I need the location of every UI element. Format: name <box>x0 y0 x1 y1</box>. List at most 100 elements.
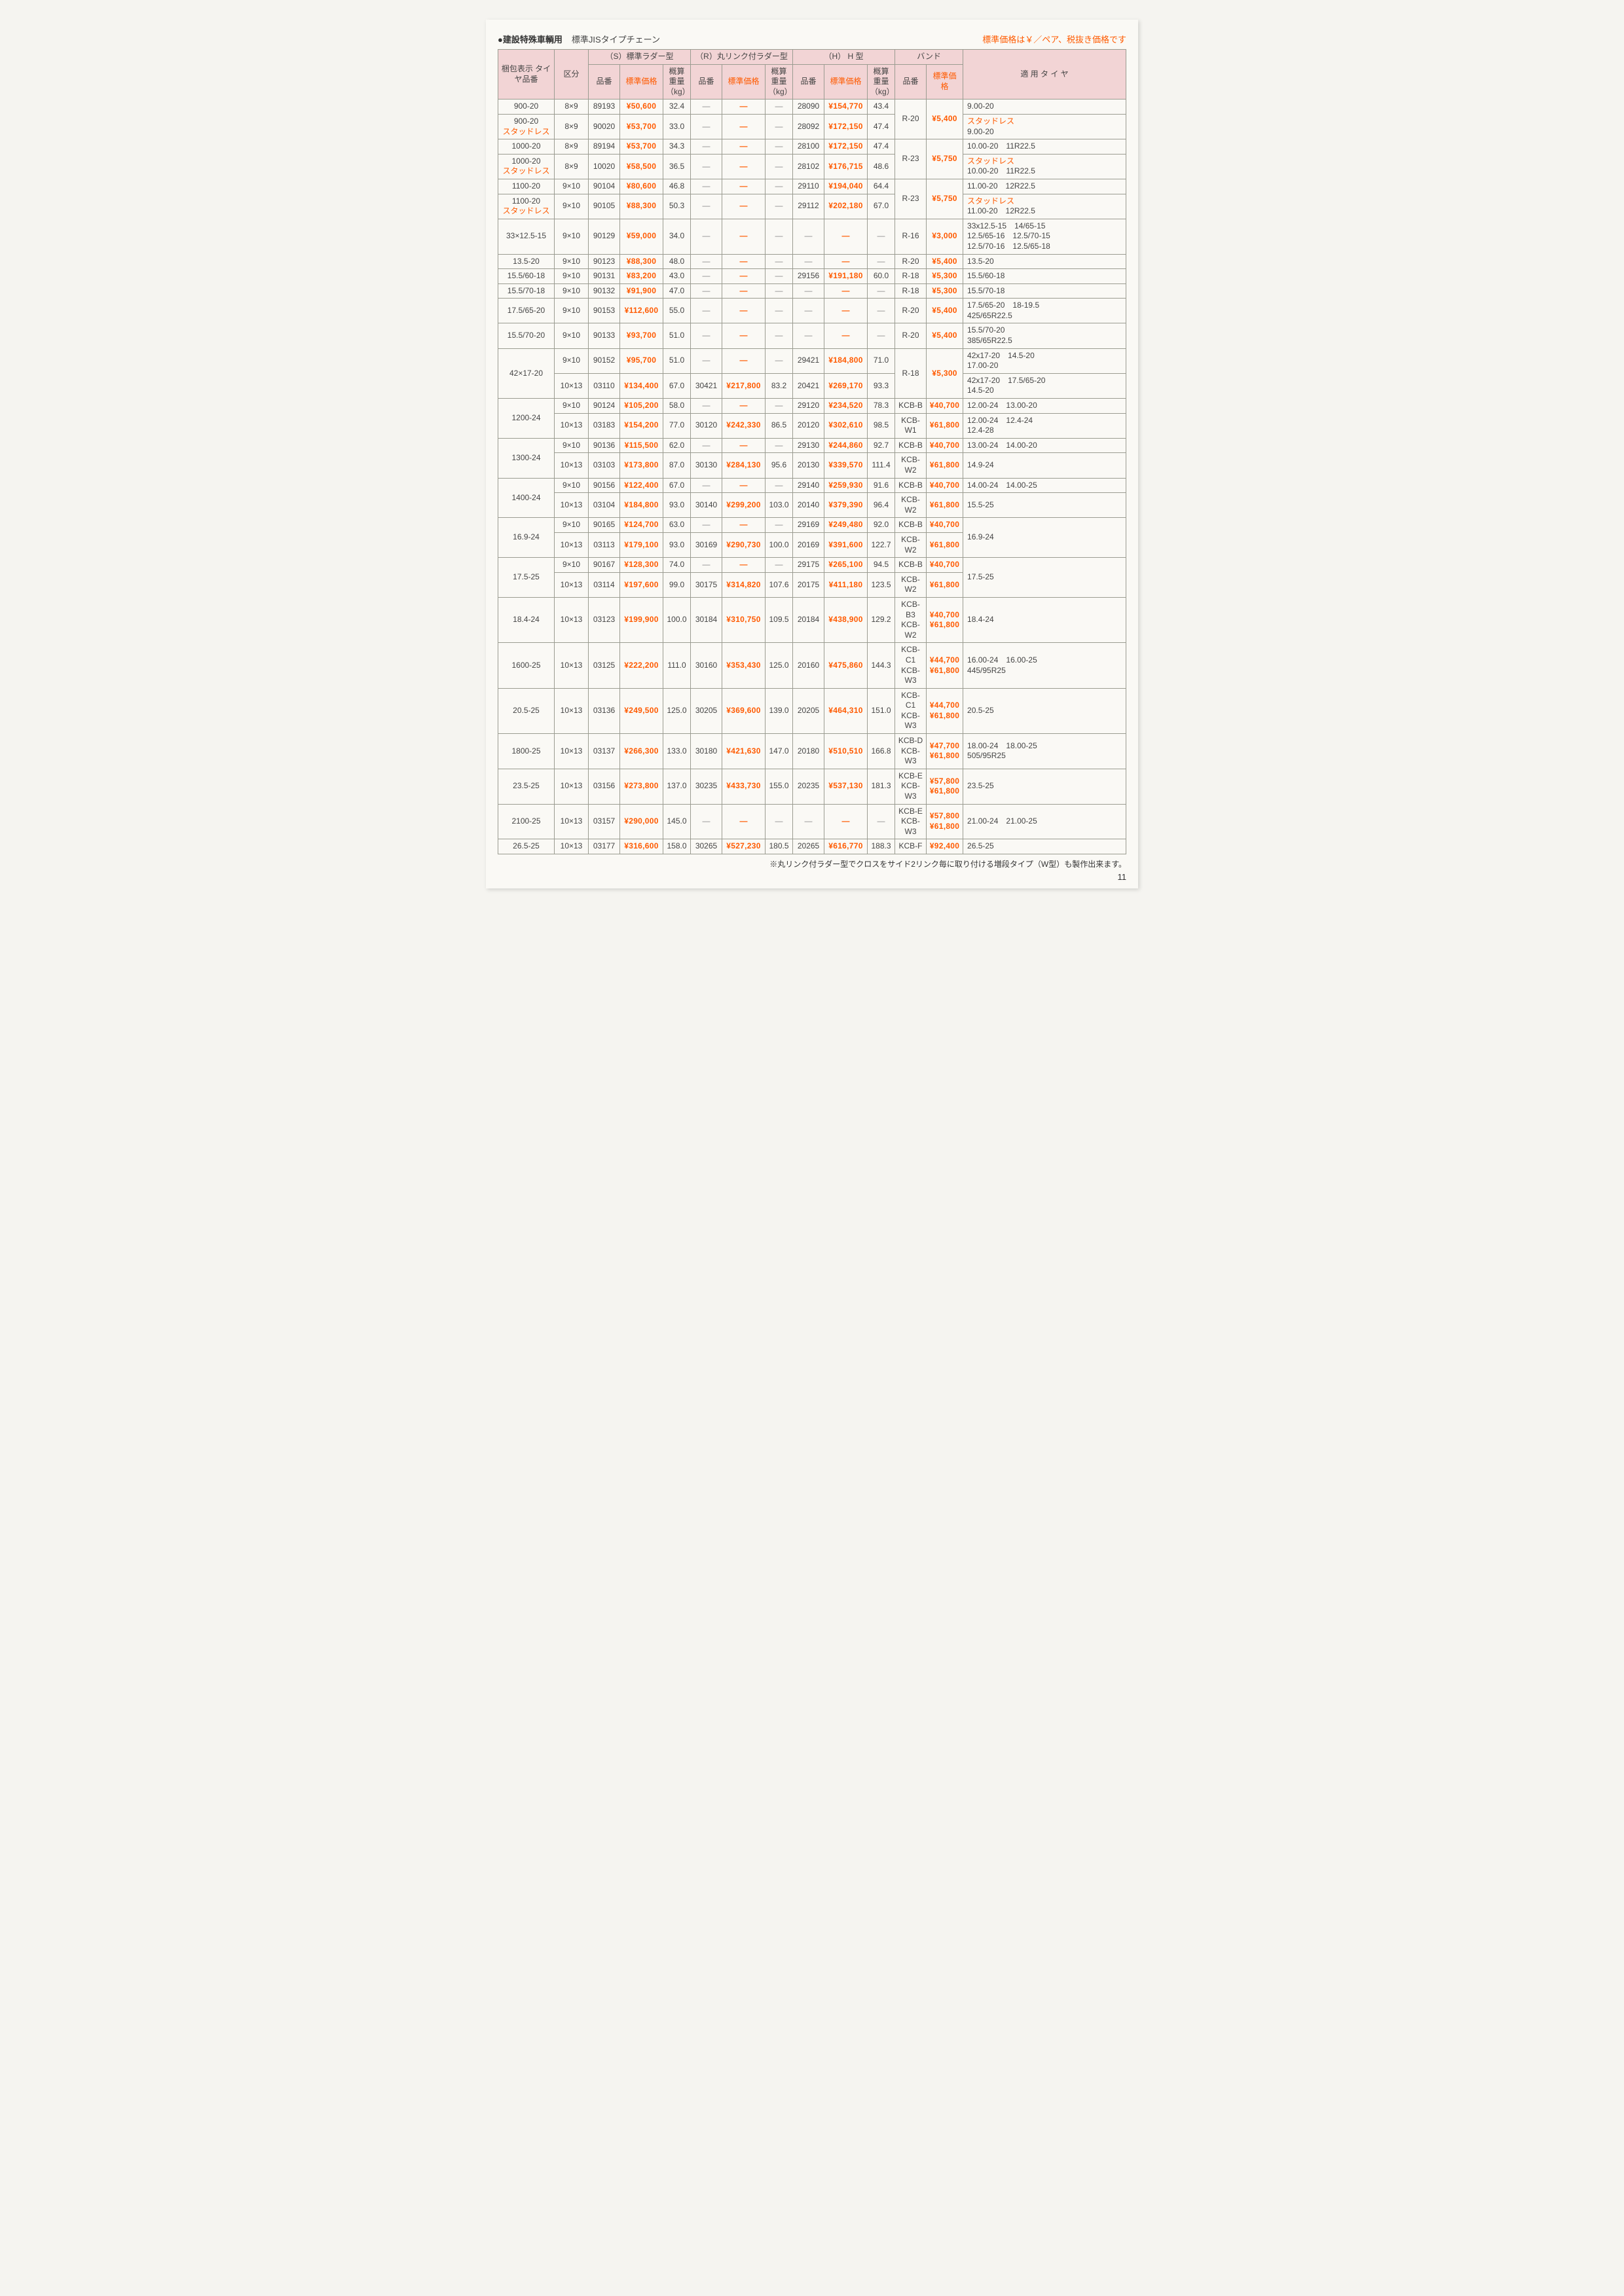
r-price: — <box>722 558 766 573</box>
r-price: — <box>722 254 766 269</box>
h-wt: 48.6 <box>868 154 895 179</box>
s-no: 90156 <box>589 478 620 493</box>
h-wt: 123.5 <box>868 572 895 597</box>
apply-cell: 16.9-24 <box>963 518 1126 558</box>
h-price: — <box>824 323 868 348</box>
band-price: ¥5,750 <box>927 179 963 219</box>
r-no: — <box>691 269 722 284</box>
s-no: 03157 <box>589 804 620 839</box>
kubun-cell: 9×10 <box>555 438 589 453</box>
col-pkg: 梱包表示 タイヤ品番 <box>498 50 555 100</box>
s-price: ¥249,500 <box>620 688 663 733</box>
apply-cell: スタッドレス10.00-20 11R22.5 <box>963 154 1126 179</box>
r-price: — <box>722 219 766 254</box>
pkg-cell: 1200-24 <box>498 399 555 439</box>
h-no: 29120 <box>793 399 824 414</box>
pkg-cell: 23.5-25 <box>498 769 555 804</box>
h-no: 29140 <box>793 478 824 493</box>
table-row: 1100-209×1090104¥80,60046.8———29110¥194,… <box>498 179 1126 194</box>
s-no: 89194 <box>589 139 620 155</box>
pkg-cell: 16.9-24 <box>498 518 555 558</box>
s-price: ¥222,200 <box>620 643 663 688</box>
s-no: 90124 <box>589 399 620 414</box>
r-price: ¥369,600 <box>722 688 766 733</box>
s-wt: 51.0 <box>663 348 691 373</box>
h-price: ¥302,610 <box>824 413 868 438</box>
table-row: 15.5/70-189×1090132¥91,90047.0——————R-18… <box>498 283 1126 299</box>
kubun-cell: 10×13 <box>555 734 589 769</box>
kubun-cell: 9×10 <box>555 323 589 348</box>
apply-cell: 9.00-20 <box>963 100 1126 115</box>
r-price: — <box>722 194 766 219</box>
h-price: — <box>824 283 868 299</box>
table-row: 20.5-2510×1303136¥249,500125.030205¥369,… <box>498 688 1126 733</box>
h-price: ¥464,310 <box>824 688 868 733</box>
s-wt: 137.0 <box>663 769 691 804</box>
s-wt: 36.5 <box>663 154 691 179</box>
group-r: （R）丸リンク付ラダー型 <box>691 50 793 65</box>
kubun-cell: 8×9 <box>555 114 589 139</box>
col-h-wt: 概算 重量 （kg） <box>868 64 895 100</box>
r-price: ¥353,430 <box>722 643 766 688</box>
kubun-cell: 10×13 <box>555 688 589 733</box>
s-no: 90020 <box>589 114 620 139</box>
apply-cell: 13.00-24 14.00-20 <box>963 438 1126 453</box>
apply-cell: 23.5-25 <box>963 769 1126 804</box>
band-price: ¥5,300 <box>927 283 963 299</box>
s-no: 90105 <box>589 194 620 219</box>
group-band: バンド <box>895 50 963 65</box>
h-price: ¥379,390 <box>824 493 868 518</box>
s-no: 90132 <box>589 283 620 299</box>
s-wt: 48.0 <box>663 254 691 269</box>
s-no: 90104 <box>589 179 620 194</box>
r-wt: 107.6 <box>766 572 793 597</box>
apply-cell: 14.00-24 14.00-25 <box>963 478 1126 493</box>
h-wt: — <box>868 299 895 323</box>
kubun-cell: 10×13 <box>555 453 589 478</box>
kubun-cell: 10×13 <box>555 769 589 804</box>
pkg-cell: 1000-20 <box>498 139 555 155</box>
vehicle-title: ●建設特殊車輌用 <box>498 33 563 45</box>
h-no: 28092 <box>793 114 824 139</box>
band-no: R-20 <box>895 100 927 139</box>
table-row: 900-208×989193¥50,60032.4———28090¥154,77… <box>498 100 1126 115</box>
table-row: 42×17-209×1090152¥95,70051.0———29421¥184… <box>498 348 1126 373</box>
kubun-cell: 8×9 <box>555 139 589 155</box>
table-row: 10×1303183¥154,20077.030120¥242,33086.52… <box>498 413 1126 438</box>
s-no: 03110 <box>589 373 620 398</box>
h-price: — <box>824 804 868 839</box>
s-no: 03123 <box>589 597 620 642</box>
h-wt: 47.4 <box>868 139 895 155</box>
r-wt: 83.2 <box>766 373 793 398</box>
r-wt: — <box>766 254 793 269</box>
page-number: 11 <box>498 872 1126 882</box>
kubun-cell: 8×9 <box>555 154 589 179</box>
h-wt: 96.4 <box>868 493 895 518</box>
pkg-cell: 900-20 <box>498 100 555 115</box>
r-no: 30120 <box>691 413 722 438</box>
r-price: ¥242,330 <box>722 413 766 438</box>
kubun-cell: 9×10 <box>555 478 589 493</box>
pkg-cell: 13.5-20 <box>498 254 555 269</box>
kubun-cell: 10×13 <box>555 413 589 438</box>
pkg-cell: 1000-20スタッドレス <box>498 154 555 179</box>
s-no: 03114 <box>589 572 620 597</box>
s-no: 90152 <box>589 348 620 373</box>
h-no: 20184 <box>793 597 824 642</box>
s-wt: 74.0 <box>663 558 691 573</box>
h-no: 20169 <box>793 532 824 557</box>
s-price: ¥93,700 <box>620 323 663 348</box>
pkg-cell: 42×17-20 <box>498 348 555 398</box>
band-price: ¥92,400 <box>927 839 963 854</box>
h-price: ¥537,130 <box>824 769 868 804</box>
s-wt: 33.0 <box>663 114 691 139</box>
r-no: — <box>691 100 722 115</box>
apply-cell: 16.00-24 16.00-25445/95R25 <box>963 643 1126 688</box>
s-price: ¥128,300 <box>620 558 663 573</box>
band-price: ¥5,400 <box>927 323 963 348</box>
band-price: ¥3,000 <box>927 219 963 254</box>
r-no: — <box>691 154 722 179</box>
apply-cell: 12.00-24 13.00-20 <box>963 399 1126 414</box>
s-price: ¥88,300 <box>620 254 663 269</box>
r-price: — <box>722 323 766 348</box>
